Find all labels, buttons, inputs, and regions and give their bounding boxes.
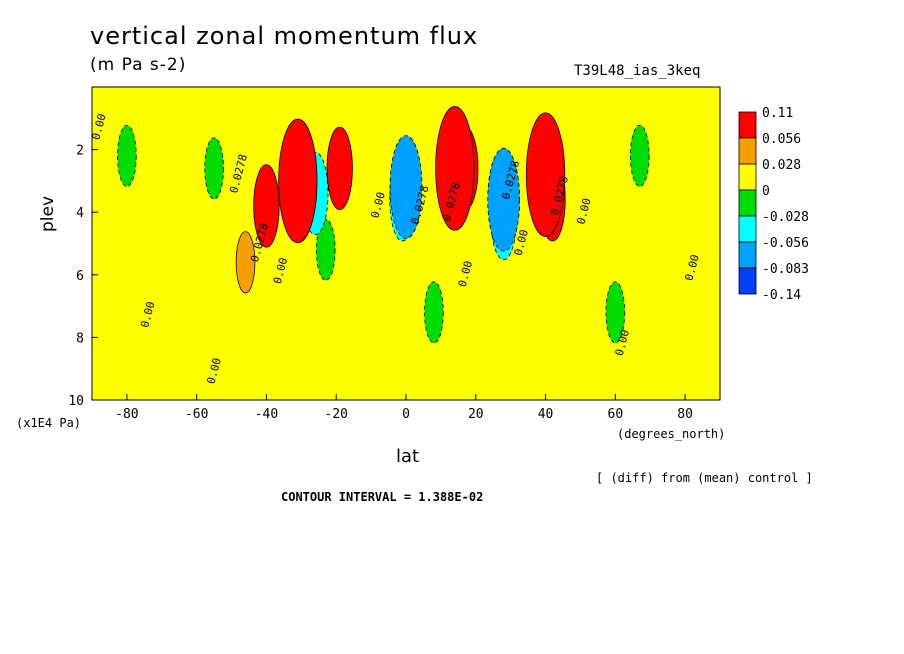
data-feature-1 xyxy=(315,218,336,281)
colorbar-swatch-5 xyxy=(738,241,757,269)
y-tick-label-1: 4 xyxy=(76,206,84,221)
data-feature-18 xyxy=(525,112,566,237)
chart-subtitle: (m Pa s-2) xyxy=(90,55,187,75)
data-feature-16 xyxy=(278,118,318,244)
x-tick-label-6: 40 xyxy=(538,407,554,422)
colorbar-swatch-6 xyxy=(738,267,757,295)
data-feature-7 xyxy=(253,164,280,248)
x-tick-label-5: 20 xyxy=(468,407,484,422)
x-axis-label: lat xyxy=(396,446,420,467)
colorbar-label-3: 0 xyxy=(762,184,770,199)
y-tick-label-0: 2 xyxy=(76,144,84,159)
colorbar-swatch-3 xyxy=(738,189,757,217)
x-tick-label-0: -80 xyxy=(115,407,138,422)
data-feature-0 xyxy=(235,231,256,294)
colorbar-label-6: -0.083 xyxy=(762,262,809,277)
data-feature-15 xyxy=(487,147,521,252)
colorbar-label-4: -0.028 xyxy=(762,210,809,225)
colorbar-label-7: -0.14 xyxy=(762,288,801,303)
contour-interval: CONTOUR INTERVAL = 1.388E-02 xyxy=(281,490,484,504)
data-feature-17 xyxy=(435,106,475,231)
colorbar-label-0: 0.11 xyxy=(762,106,793,121)
y-tick-label-2: 6 xyxy=(76,269,84,284)
data-feature-6 xyxy=(424,281,444,344)
data-feature-4 xyxy=(629,124,650,187)
colorbar-swatch-4 xyxy=(738,215,757,243)
colorbar-label-2: 0.028 xyxy=(762,158,801,173)
data-feature-5 xyxy=(605,281,626,344)
data-feature-2 xyxy=(117,124,137,187)
y-tick-label-4: 10 xyxy=(68,394,84,409)
x-tick-label-2: -40 xyxy=(255,407,278,422)
x-tick-label-4: 0 xyxy=(402,407,410,422)
colorbar-swatch-0 xyxy=(738,111,757,139)
diff-note: [ (diff) from (mean) control ] xyxy=(596,471,813,485)
x-tick-label-7: 60 xyxy=(608,407,624,422)
x-tick-label-3: -20 xyxy=(324,407,347,422)
x-tick-label-8: 80 xyxy=(677,407,693,422)
chart-title: vertical zonal momentum flux xyxy=(90,22,479,50)
colorbar-label-1: 0.056 xyxy=(762,132,801,147)
data-feature-8 xyxy=(326,126,353,211)
run-label: T39L48_ias_3keq xyxy=(574,63,701,79)
x-axis-unit: (degrees_north) xyxy=(617,427,726,441)
y-axis-label: plev xyxy=(38,195,58,232)
colorbar-swatch-2 xyxy=(738,163,757,191)
y-tick-label-3: 8 xyxy=(76,331,84,346)
data-feature-14 xyxy=(389,135,423,240)
y-axis-unit: (x1E4 Pa) xyxy=(16,416,82,430)
data-feature-3 xyxy=(204,137,224,200)
colorbar-swatch-1 xyxy=(738,137,757,165)
colorbar-label-5: -0.056 xyxy=(762,236,809,251)
x-tick-label-1: -60 xyxy=(185,407,208,422)
